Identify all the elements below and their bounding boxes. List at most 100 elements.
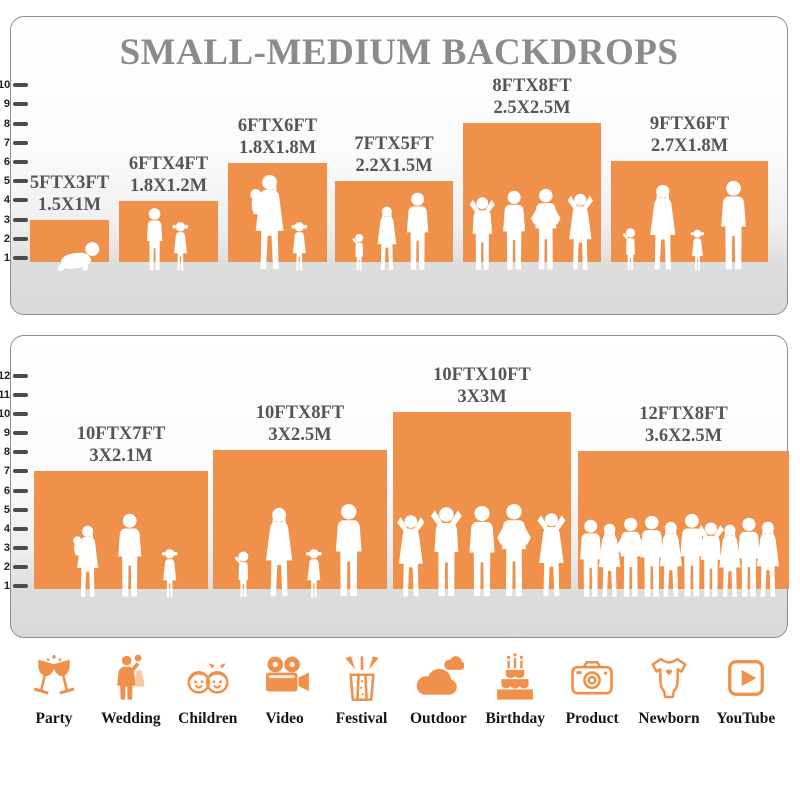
man-silhouette: [737, 517, 760, 597]
girl-silhouette: [306, 549, 322, 598]
category-label: YouTube: [716, 710, 776, 727]
baby-silhouette: [57, 242, 100, 271]
size-feet-text: 5FTX3FT: [29, 173, 110, 193]
ruler-number: 2: [3, 232, 10, 245]
ruler-tick: [13, 102, 28, 107]
size-feet-text: 8FTX8FT: [492, 76, 572, 96]
category-video: Video: [247, 652, 323, 728]
party-icon: [28, 652, 80, 704]
ruler-number: 8: [3, 117, 10, 130]
size-meters-text: 2.7X1.8M: [650, 135, 729, 156]
ruler-number: 1: [3, 252, 10, 264]
category-festival: Festival: [324, 652, 400, 728]
ruler-number: 1: [3, 580, 10, 592]
ruler-tick: [13, 198, 28, 203]
outdoor-icon: [412, 652, 464, 704]
category-label: Product: [565, 710, 619, 727]
category-youtube: YouTube: [708, 652, 784, 728]
man-silhouette: [680, 513, 704, 597]
girl-silhouette: [172, 222, 189, 271]
woman-silhouette: [719, 524, 741, 597]
people-silhouettes: [352, 192, 429, 271]
man-silhouette: [503, 190, 526, 270]
people-silhouettes: [622, 180, 746, 271]
woman-silhouette: [377, 206, 397, 271]
man-akimbo-silhouette: [531, 188, 561, 270]
backdrop-size-label: 5FTX3FT 1.5X1M: [0, 173, 160, 216]
people-silhouettes: [579, 513, 779, 597]
woman-armsup-silhouette: [567, 193, 594, 270]
panel-large: 1 2 3 4 5 6 7 8 9 10 11 12 10FTX7FT 3X2.1M 10FTX8FT 3X2…: [0, 335, 789, 638]
product-icon: [566, 652, 618, 704]
ruler-tick: [13, 393, 28, 397]
birthday-icon: [489, 652, 541, 704]
ruler-number: 2: [3, 560, 10, 573]
size-meters-text: 1.5X1M: [37, 194, 102, 215]
size-meters-text: 3X2.1M: [89, 445, 153, 466]
ruler-number: 6: [3, 156, 10, 168]
backdrop-box-10ftx7ft: [34, 471, 208, 589]
size-meters-text: 3X2.5M: [268, 424, 332, 445]
backdrop-size-label: 9FTX6FT 2.7X1.8M: [600, 114, 780, 157]
ruler-number: 12: [0, 369, 11, 382]
people-silhouettes: [234, 503, 362, 598]
size-meters-text: 1.8X1.8M: [238, 137, 317, 158]
ruler-tick: [13, 450, 28, 455]
man-silhouette: [335, 503, 362, 597]
people-silhouettes: [397, 503, 566, 597]
size-feet-text: 6FTX6FT: [237, 116, 318, 136]
backdrop-size-label: 10FTX10FT 3X3M: [392, 365, 572, 408]
category-birthday: Birthday: [477, 652, 553, 728]
category-label: Birthday: [485, 710, 545, 727]
backdrop-size-label: 7FTX5FT 2.2X1.5M: [304, 134, 484, 177]
category-label: Children: [178, 710, 238, 727]
size-meters-text: 3X3M: [457, 386, 507, 407]
size-feet-text: 6FTX4FT: [128, 154, 209, 174]
ruler-number: 3: [3, 541, 10, 554]
people-silhouettes: [73, 513, 178, 598]
ruler-number: 6: [3, 484, 10, 497]
woman-baby-silhouette: [250, 174, 284, 270]
category-children: Children: [170, 652, 246, 728]
category-label: Outdoor: [409, 710, 467, 727]
size-feet-text: 7FTX5FT: [354, 134, 434, 154]
category-newborn: Newborn: [631, 652, 707, 728]
ruler-tick: [13, 256, 28, 260]
backdrop-size-label: 6FTX6FT 1.8X1.8M: [188, 116, 368, 159]
toddler-silhouette: [622, 228, 636, 271]
ruler-number: 4: [3, 194, 10, 207]
people-silhouettes: [57, 242, 100, 271]
ruler-number: 4: [3, 522, 10, 535]
people-silhouettes: [146, 208, 189, 271]
ruler-number: 8: [3, 446, 10, 459]
size-feet-text: 12FTX8FT: [639, 404, 728, 424]
backdrop-size-label: 10FTX7FT 3X2.1M: [31, 424, 211, 467]
ruler-tick: [13, 160, 28, 164]
woman-silhouette: [598, 523, 621, 597]
festival-icon: [336, 652, 388, 704]
ruler-number: 10: [0, 408, 11, 421]
ruler-number: 3: [3, 213, 10, 226]
category-label: Video: [265, 710, 304, 727]
size-meters-text: 2.2X1.5M: [355, 155, 433, 176]
size-feet-text: 9FTX6FT: [649, 114, 730, 134]
toddler-silhouette: [234, 551, 249, 597]
ruler-tick: [13, 488, 28, 493]
category-label: Wedding: [101, 710, 161, 727]
size-meters-text: 3.6X2.5M: [644, 425, 723, 446]
wedding-icon: [105, 652, 157, 704]
man-silhouette: [406, 192, 429, 270]
newborn-icon: [643, 652, 695, 704]
backdrop-size-label: 8FTX8FT 2.5X2.5M: [442, 76, 622, 119]
children-icon: [182, 652, 234, 704]
backdrop-size-label: 12FTX8FT 3.6X2.5M: [594, 404, 774, 447]
category-label: Festival: [335, 710, 388, 727]
ruler-tick: [13, 469, 28, 474]
category-wedding: Wedding: [93, 652, 169, 728]
backdrop-size-label: 10FTX8FT 3X2.5M: [210, 403, 390, 446]
backdrop-size-label: 6FTX4FT 1.8X1.2M: [79, 154, 259, 197]
ruler-tick: [13, 564, 28, 569]
size-meters-text: 1.8X1.2M: [129, 175, 208, 196]
size-meters-text: 2.5X2.5M: [493, 97, 571, 118]
